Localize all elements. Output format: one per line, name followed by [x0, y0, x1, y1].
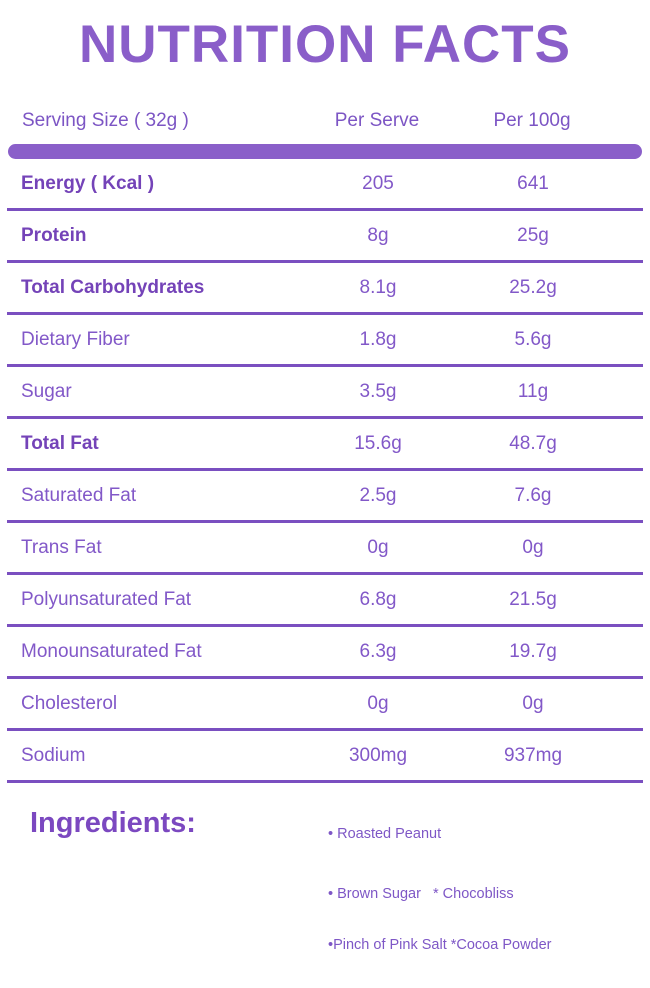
row-value-per-serve: 300mg	[348, 744, 408, 766]
row-label: Monounsaturated Fat	[21, 640, 202, 662]
row-value-per-serve: 2.5g	[359, 484, 397, 506]
row-value-per-serve: 0g	[367, 536, 389, 558]
table-row-sugar: Sugar 3.5g 11g	[7, 367, 643, 420]
table-row-sodium: Sodium 300mg 937mg	[7, 731, 643, 784]
ingredient-item: • Brown Sugar * Chocobliss	[328, 886, 514, 903]
nutrition-table: Energy ( Kcal ) 205 641 Protein 8g 25g T…	[7, 159, 643, 784]
table-row-cholesterol: Cholesterol 0g 0g	[7, 679, 643, 732]
ingredients-list: • Roasted Peanut • Brown Sugar * Chocobl…	[328, 792, 640, 988]
row-value-per-serve: 8g	[367, 224, 389, 246]
row-value-per-serve: 0g	[367, 692, 389, 714]
row-value-per-100g: 7.6g	[514, 484, 552, 506]
table-row-energy: Energy ( Kcal ) 205 641	[7, 159, 643, 212]
table-row-saturated-fat: Saturated Fat 2.5g 7.6g	[7, 471, 643, 524]
row-value-per-100g: 5.6g	[514, 328, 552, 350]
row-label: Saturated Fat	[21, 484, 137, 506]
row-value-per-100g: 0g	[522, 692, 544, 714]
header-serving-size: Serving Size ( 32g )	[22, 110, 189, 132]
row-value-per-100g: 21.5g	[509, 588, 557, 610]
row-value-per-100g: 25g	[517, 224, 549, 246]
table-row-total-carbohydrates: Total Carbohydrates 8.1g 25.2g	[7, 263, 643, 316]
row-value-per-100g: 19.7g	[509, 640, 557, 662]
row-value-per-serve: 6.3g	[359, 640, 397, 662]
ingredient-item: •Pinch of Pink Salt *Cocoa Powder	[328, 937, 552, 954]
row-label: Energy ( Kcal )	[21, 172, 155, 194]
page-title: NUTRITION FACTS	[79, 15, 571, 74]
table-row-protein: Protein 8g 25g	[7, 211, 643, 264]
table-row-dietary-fiber: Dietary Fiber 1.8g 5.6g	[7, 315, 643, 368]
row-label: Total Carbohydrates	[21, 276, 205, 298]
row-value-per-serve: 205	[362, 172, 394, 194]
table-header: Serving Size ( 32g ) Per Serve Per 100g	[8, 105, 642, 137]
table-row-monounsaturated-fat: Monounsaturated Fat 6.3g 19.7g	[7, 627, 643, 680]
row-label: Trans Fat	[21, 536, 102, 558]
row-label: Cholesterol	[21, 692, 118, 714]
header-divider-bar	[8, 144, 642, 160]
ingredient-item: • Roasted Peanut	[328, 826, 442, 843]
row-value-per-100g: 25.2g	[509, 276, 557, 298]
row-label: Sodium	[21, 744, 86, 766]
table-row-trans-fat: Trans Fat 0g 0g	[7, 523, 643, 576]
row-label: Sugar	[21, 380, 72, 402]
header-per-serve: Per Serve	[334, 110, 420, 132]
ingredients-heading: Ingredients:	[30, 807, 196, 840]
row-label: Total Fat	[21, 432, 99, 454]
row-value-per-100g: 641	[517, 172, 549, 194]
row-value-per-100g: 937mg	[503, 744, 563, 766]
header-per-100g: Per 100g	[493, 110, 571, 132]
row-value-per-serve: 15.6g	[354, 432, 402, 454]
row-label: Polyunsaturated Fat	[21, 588, 192, 610]
row-value-per-serve: 8.1g	[359, 276, 397, 298]
row-value-per-100g: 0g	[522, 536, 544, 558]
row-value-per-serve: 3.5g	[359, 380, 397, 402]
row-label: Protein	[21, 224, 87, 246]
row-value-per-serve: 6.8g	[359, 588, 397, 610]
row-value-per-100g: 48.7g	[509, 432, 557, 454]
table-row-polyunsaturated-fat: Polyunsaturated Fat 6.8g 21.5g	[7, 575, 643, 628]
table-row-total-fat: Total Fat 15.6g 48.7g	[7, 419, 643, 472]
row-label: Dietary Fiber	[21, 328, 130, 350]
nutrition-label: NUTRITION FACTS Serving Size ( 32g ) Per…	[0, 15, 650, 953]
row-value-per-100g: 11g	[517, 380, 549, 402]
row-value-per-serve: 1.8g	[359, 328, 397, 350]
